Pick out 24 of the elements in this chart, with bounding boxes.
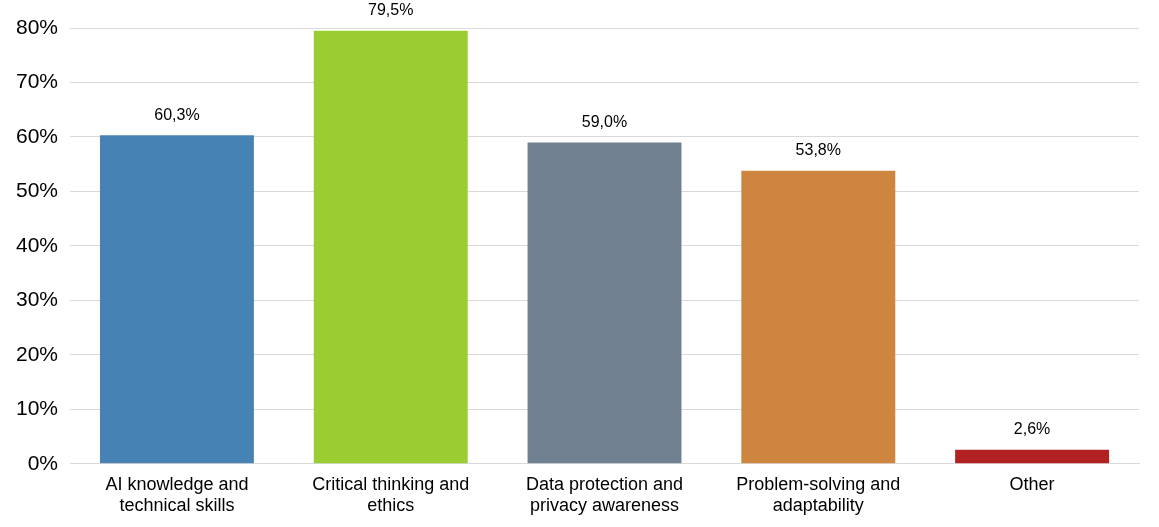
bar	[955, 449, 1110, 464]
x-tick-label: Other	[1009, 473, 1055, 494]
y-tick-label: 30%	[16, 287, 59, 311]
bar	[99, 135, 254, 464]
bar	[527, 142, 682, 464]
x-tick-label: AI knowledge and technical skills	[105, 473, 249, 516]
y-tick-label: 20%	[16, 341, 59, 365]
x-tick-label: Problem-solving and adaptability	[736, 473, 901, 516]
y-tick-label: 50%	[16, 178, 59, 202]
data-label: 2,6%	[1013, 420, 1051, 438]
bar	[313, 30, 468, 464]
data-label: 53,8%	[795, 141, 841, 159]
y-tick-label: 0%	[27, 450, 59, 474]
bar	[741, 170, 896, 464]
x-tick-label: Data protection and privacy awareness	[525, 473, 684, 516]
y-tick-label: 70%	[16, 69, 59, 93]
y-tick-label: 10%	[16, 396, 59, 420]
y-tick-label: 60%	[16, 123, 59, 147]
data-label: 60,3%	[154, 105, 200, 123]
data-label: 79,5%	[368, 1, 414, 19]
x-tick-label: Critical thinking and ethics	[312, 473, 470, 516]
y-tick-label: 80%	[16, 14, 59, 38]
y-tick-label: 40%	[16, 232, 59, 256]
data-label: 59,0%	[581, 112, 628, 130]
